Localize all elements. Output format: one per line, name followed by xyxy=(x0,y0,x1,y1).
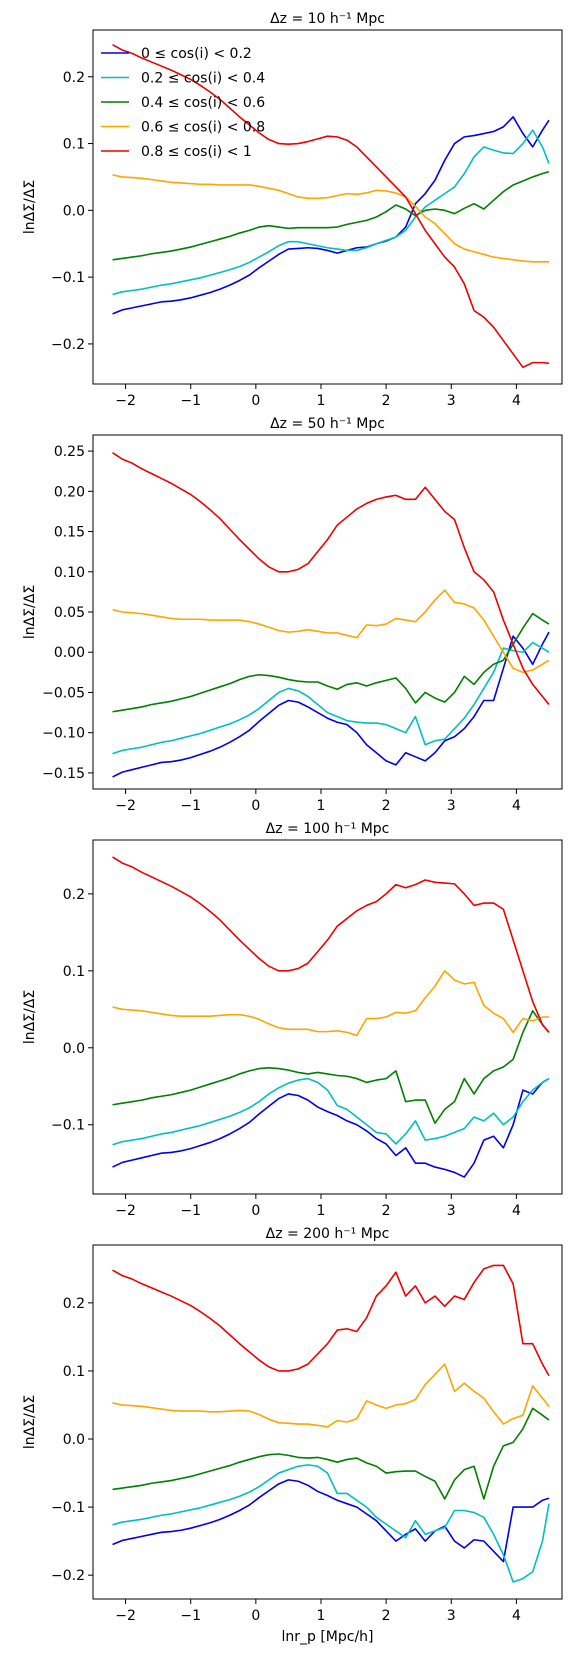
panel-2-xtick-label: 3 xyxy=(447,798,456,814)
panel-1-xtick-label: −2 xyxy=(115,393,136,409)
panel-2-series-1-line xyxy=(112,641,550,755)
panel-1-ytick-label: 0.2 xyxy=(63,70,85,86)
panel-4-series-0-line xyxy=(112,1479,550,1563)
panel-4-ylabel: lnΔΣ/ΔΣ̄ xyxy=(22,1395,38,1449)
panel-4-xtick-label: 2 xyxy=(382,1608,391,1624)
panel-4-ytick-label: 0.2 xyxy=(63,1296,85,1312)
panel-3-series-1-line xyxy=(112,1077,550,1146)
panel-4-xtick-label: −1 xyxy=(180,1608,201,1624)
panel-4-xtick-label: 1 xyxy=(317,1608,326,1624)
panel-1-xtick-label: 4 xyxy=(512,393,521,409)
panel-1-xtick-label: 1 xyxy=(317,393,326,409)
panel-3-ytick-label: 0.2 xyxy=(63,887,85,903)
panel-1-xtick-label: 2 xyxy=(382,393,391,409)
panel-2-ylabel: lnΔΣ/ΔΣ̄ xyxy=(22,585,38,639)
x-axis-label: lnr_p [Mpc/h] xyxy=(281,1629,373,1645)
legend-label-2: 0.4 ≤ cos(i) < 0.6 xyxy=(141,95,265,111)
panel-4-series-2-line xyxy=(112,1407,550,1500)
legend-label-1: 0.2 ≤ cos(i) < 0.4 xyxy=(141,71,265,87)
panel-1-ytick-label: −0.2 xyxy=(51,337,85,353)
panel-4-frame xyxy=(92,1244,563,1600)
panel-4-series-1-line xyxy=(112,1464,550,1583)
panel-3-xtick-label: 0 xyxy=(251,1203,260,1219)
panel-4-ytick-label: −0.1 xyxy=(51,1500,85,1516)
panel-3-xtick-label: −1 xyxy=(180,1203,201,1219)
panel-3-series-2-line xyxy=(112,1010,550,1124)
panel-1-title: Δz = 10 h⁻¹ Mpc xyxy=(270,11,385,27)
panel-3-xtick-label: 3 xyxy=(447,1203,456,1219)
panel-1-frame xyxy=(92,29,563,385)
panel-1-xtick-label: −1 xyxy=(180,393,201,409)
panel-2-ytick-label: −0.05 xyxy=(42,685,85,701)
panel-2-title: Δz = 50 h⁻¹ Mpc xyxy=(270,416,385,432)
panel-1-ytick-label: 0.0 xyxy=(63,203,85,219)
panel-1-ytick-label: 0.1 xyxy=(63,137,85,153)
panel-2-xtick-label: −2 xyxy=(115,798,136,814)
panel-1-series-2-line xyxy=(112,170,550,261)
panel-2-xtick-label: −1 xyxy=(180,798,201,814)
panel-4-ytick-label: 0.0 xyxy=(63,1432,85,1448)
panel-2-series-2-line xyxy=(112,612,550,713)
panel-2-ytick-label: 0.20 xyxy=(54,484,85,500)
panel-2-series-3-line xyxy=(112,589,550,674)
panel-3-xtick-label: 4 xyxy=(512,1203,521,1219)
panel-3-xtick-label: −2 xyxy=(115,1203,136,1219)
panel-3-title: Δz = 100 h⁻¹ Mpc xyxy=(266,821,390,837)
panel-3-ytick-label: 0.1 xyxy=(63,964,85,980)
panel-4-ytick-label: 0.1 xyxy=(63,1364,85,1380)
panel-2-xtick-label: 4 xyxy=(512,798,521,814)
panel-2-ytick-label: 0.05 xyxy=(54,605,85,621)
panel-2-ytick-label: −0.15 xyxy=(42,766,85,782)
panel-2-xtick-label: 2 xyxy=(382,798,391,814)
panel-4-title: Δz = 200 h⁻¹ Mpc xyxy=(266,1226,390,1242)
panel-2-ytick-label: 0.25 xyxy=(54,444,85,460)
panel-2-ytick-label: −0.10 xyxy=(42,726,85,742)
panel-2-xtick-label: 1 xyxy=(317,798,326,814)
panel-2-series-4-line xyxy=(112,452,550,706)
panel-3-ylabel: lnΔΣ/ΔΣ̄ xyxy=(22,990,38,1044)
panel-3-series-4-line xyxy=(112,856,550,1033)
panel-2-series-0-line xyxy=(112,631,550,778)
legend-label-0: 0 ≤ cos(i) < 0.2 xyxy=(141,46,252,62)
panel-3-ytick-label: 0.0 xyxy=(63,1041,85,1057)
panel-3-xtick-label: 1 xyxy=(317,1203,326,1219)
panel-4-xtick-label: 3 xyxy=(447,1608,456,1624)
panel-2-ytick-label: 0.15 xyxy=(54,525,85,541)
panel-4-xtick-label: −2 xyxy=(115,1608,136,1624)
legend-label-4: 0.8 ≤ cos(i) < 1 xyxy=(141,144,252,160)
panel-1-xtick-label: 3 xyxy=(447,393,456,409)
panel-2-ytick-label: 0.00 xyxy=(54,645,85,661)
panel-1-series-0-line xyxy=(112,116,550,315)
panel-3-series-3-line xyxy=(112,970,549,1037)
panel-3-frame xyxy=(92,839,563,1195)
panel-2-xtick-label: 0 xyxy=(251,798,260,814)
panel-3-ytick-label: −0.1 xyxy=(51,1118,85,1134)
panel-4-ytick-label: −0.2 xyxy=(51,1568,85,1584)
panel-1-series-4-line xyxy=(112,43,550,369)
legend-label-3: 0.6 ≤ cos(i) < 0.8 xyxy=(141,120,265,136)
panel-4-xtick-label: 4 xyxy=(512,1608,521,1624)
panel-1-series-1-line xyxy=(112,129,550,296)
panel-3-series-0-line xyxy=(112,1077,550,1178)
panel-1-series-3-line xyxy=(112,174,549,263)
panel-4-xtick-label: 0 xyxy=(251,1608,260,1624)
panel-4-series-3-line xyxy=(112,1363,550,1428)
panel-1-ylabel: lnΔΣ/ΔΣ̄ xyxy=(22,180,38,234)
panel-3-xtick-label: 2 xyxy=(382,1203,391,1219)
panel-4-series-4-line xyxy=(112,1264,550,1377)
panel-2-frame xyxy=(92,434,563,790)
panel-2-ytick-label: 0.10 xyxy=(54,565,85,581)
panel-1-xtick-label: 0 xyxy=(251,393,260,409)
panel-1-ytick-label: −0.1 xyxy=(51,270,85,286)
